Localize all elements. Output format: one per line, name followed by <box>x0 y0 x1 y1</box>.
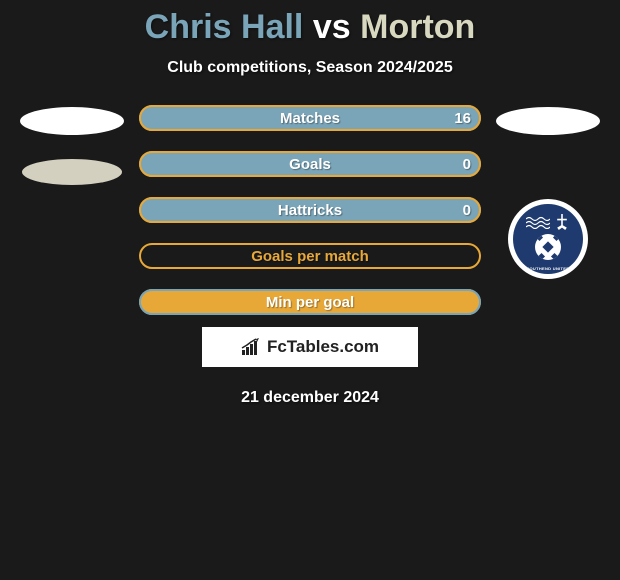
left-ellipse-1 <box>20 107 124 135</box>
anchor-icon <box>554 214 570 230</box>
crest-inner: SOUTHEND UNITED <box>513 204 583 274</box>
root: Chris Hall vs Morton Club competitions, … <box>0 0 620 407</box>
brand-box[interactable]: FcTables.com <box>202 327 418 367</box>
crest-label: SOUTHEND UNITED <box>527 266 570 271</box>
waves-icon <box>526 215 550 229</box>
stat-label: Matches <box>280 110 340 127</box>
stat-bar: Goals per match <box>139 243 481 269</box>
stat-bar: Hattricks 0 <box>139 197 481 223</box>
player1-name: Chris Hall <box>145 8 304 46</box>
stats-column: Matches 16 Goals 0 Hattricks 0 Goals per match… <box>139 105 481 315</box>
brand-text: FcTables.com <box>267 337 379 357</box>
content-row: Matches 16 Goals 0 Hattricks 0 Goals per match… <box>0 105 620 315</box>
stat-value: 16 <box>454 110 471 127</box>
chart-icon <box>241 338 263 356</box>
page-title: Chris Hall vs Morton <box>0 8 620 47</box>
subtitle: Club competitions, Season 2024/2025 <box>0 59 620 77</box>
date-text: 21 december 2024 <box>241 389 379 407</box>
stat-bar: Min per goal <box>139 289 481 315</box>
stat-label: Min per goal <box>266 294 354 311</box>
stat-label: Goals per match <box>251 248 369 265</box>
brand-post: Tables.com <box>287 337 379 356</box>
brand-pre: Fc <box>267 337 287 356</box>
right-ellipse <box>496 107 600 135</box>
stat-bar: Goals 0 <box>139 151 481 177</box>
crest-top-icons <box>526 212 570 232</box>
stat-label: Hattricks <box>278 202 342 219</box>
stat-bar: Matches 16 <box>139 105 481 131</box>
footer: FcTables.com 21 december 2024 <box>0 327 620 407</box>
football-icon <box>535 234 561 260</box>
stat-value: 0 <box>463 156 471 173</box>
vs-text: vs <box>313 8 351 46</box>
stat-label: Goals <box>289 156 331 173</box>
stat-value: 0 <box>463 202 471 219</box>
club-crest: SOUTHEND UNITED <box>508 199 588 279</box>
left-column <box>17 105 127 185</box>
left-ellipse-2 <box>22 159 122 185</box>
player2-name: Morton <box>360 8 475 46</box>
right-column: SOUTHEND UNITED <box>493 105 603 279</box>
